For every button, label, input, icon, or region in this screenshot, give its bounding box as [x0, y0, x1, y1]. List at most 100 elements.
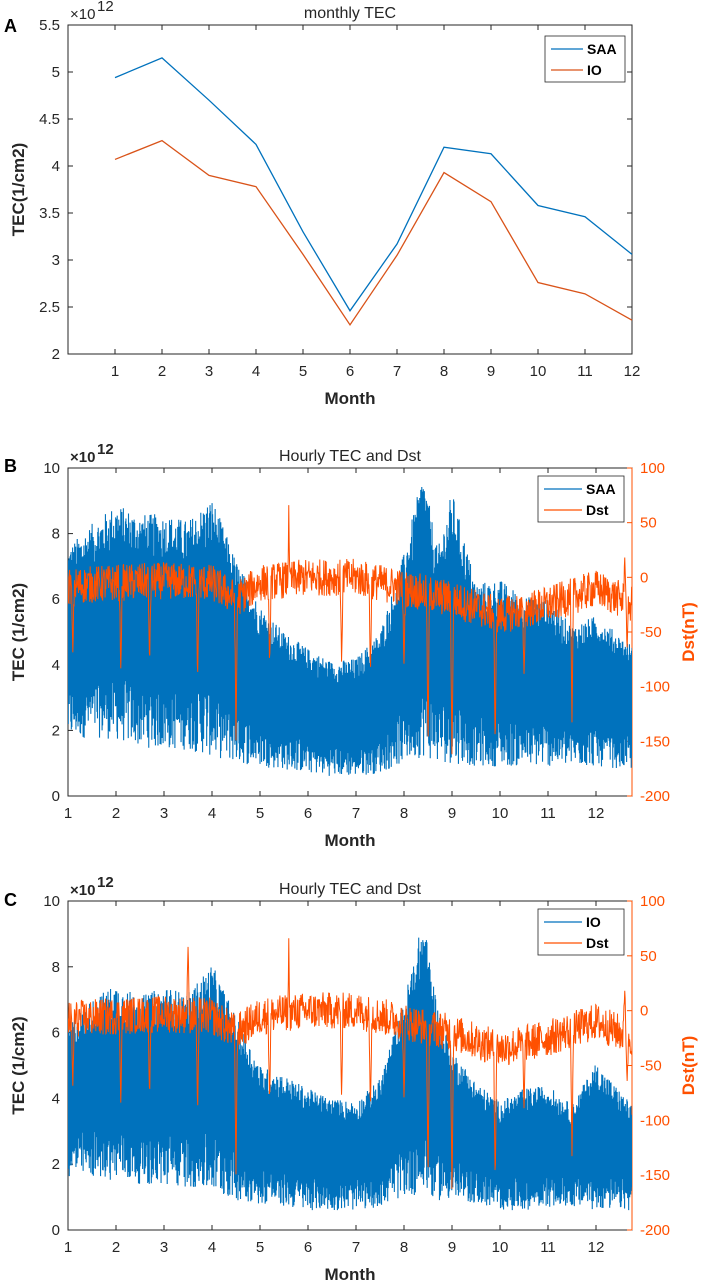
series-line-IO	[114, 139, 633, 327]
y-exponent: 12	[97, 874, 114, 891]
y-exponent: 12	[97, 441, 114, 458]
x-tick-label: 11	[540, 805, 556, 822]
x-tick-label: 6	[304, 1239, 312, 1256]
x-axis-label: Month	[325, 1265, 376, 1284]
legend-label-Dst: Dst	[586, 502, 609, 518]
x-tick-label: 2	[158, 363, 166, 380]
y-tick-label: 6	[52, 1025, 60, 1042]
y-tick-label: 4	[52, 158, 60, 175]
chart-title: Hourly TEC and Dst	[279, 881, 422, 898]
y-tick-label: 10	[43, 460, 60, 477]
x-tick-label: 7	[352, 1239, 360, 1256]
y-right-tick-label: 50	[640, 948, 657, 965]
x-axis-label: Month	[325, 389, 376, 408]
y-tick-label: 5.5	[39, 17, 60, 34]
x-tick-label: 4	[208, 805, 216, 822]
y-axis-label: TEC (1/cm2)	[9, 1016, 28, 1114]
plot-area-A	[67, 24, 633, 355]
y-multiplier: ×10	[70, 449, 95, 466]
legend-label-Dst: Dst	[586, 935, 609, 951]
y-tick-label: 2	[52, 1156, 60, 1173]
chart-title: Hourly TEC and Dst	[279, 448, 422, 465]
legend-label-IO: IO	[586, 914, 601, 930]
y-tick-label: 0	[52, 1222, 60, 1239]
x-tick-label: 7	[352, 805, 360, 822]
x-tick-label: 3	[160, 1239, 168, 1256]
plot-content	[68, 486, 632, 776]
y-right-axis-label: Dst(nT)	[679, 602, 698, 661]
y-tick-label: 8	[52, 959, 60, 976]
y-tick-label: 2	[52, 346, 60, 363]
x-tick-label: 1	[64, 805, 72, 822]
y-right-tick-label: 50	[640, 515, 657, 532]
x-axis-label: Month	[325, 831, 376, 850]
x-tick-label: 11	[577, 363, 593, 380]
x-tick-label: 9	[448, 1239, 456, 1256]
x-tick-label: 2	[112, 1239, 120, 1256]
y-multiplier: ×10	[70, 882, 95, 899]
x-tick-label: 6	[304, 805, 312, 822]
panel-label-C: C	[4, 890, 17, 910]
legend-box	[544, 35, 626, 83]
y-tick-label: 3.5	[39, 205, 60, 222]
legend-label-IO: IO	[587, 62, 602, 78]
x-tick-label: 8	[440, 363, 448, 380]
y-right-tick-label: -50	[640, 624, 662, 641]
y-right-tick-label: -150	[640, 733, 670, 750]
chart-title: monthly TEC	[304, 5, 396, 22]
y-tick-label: 6	[52, 591, 60, 608]
y-right-tick-label: -100	[640, 679, 670, 696]
y-right-tick-label: -200	[640, 1222, 670, 1239]
x-tick-label: 5	[299, 363, 307, 380]
x-tick-label: 7	[393, 363, 401, 380]
x-tick-label: 10	[492, 1239, 509, 1256]
y-right-tick-label: -50	[640, 1058, 662, 1075]
panel-label-A: A	[4, 16, 17, 36]
y-right-tick-label: -150	[640, 1167, 670, 1184]
x-tick-label: 10	[492, 805, 509, 822]
x-tick-label: 8	[400, 805, 408, 822]
legend-box	[537, 908, 625, 956]
y-tick-label: 4.5	[39, 111, 60, 128]
legend-label-SAA: SAA	[586, 481, 616, 497]
y-axis-label: TEC (1/cm2)	[9, 583, 28, 681]
y-right-tick-label: -200	[640, 788, 670, 805]
x-tick-label: 11	[540, 1239, 556, 1256]
x-tick-label: 5	[256, 1239, 264, 1256]
y-right-axis-label: Dst(nT)	[679, 1036, 698, 1095]
x-tick-label: 12	[624, 363, 641, 380]
series-line-Dst	[68, 938, 632, 1189]
y-tick-label: 5	[52, 64, 60, 81]
y-tick-label: 2	[52, 722, 60, 739]
legend-box	[537, 475, 625, 523]
y-multiplier: ×10	[70, 6, 95, 23]
x-tick-label: 6	[346, 363, 354, 380]
x-tick-label: 9	[487, 363, 495, 380]
y-right-tick-label: 100	[640, 893, 665, 910]
legend-label-SAA: SAA	[587, 41, 617, 57]
x-tick-label: 5	[256, 805, 264, 822]
y-right-tick-label: -100	[640, 1112, 670, 1129]
series-line-SAA	[114, 57, 633, 312]
x-tick-label: 12	[588, 805, 605, 822]
y-exponent: 12	[97, 0, 114, 15]
x-tick-label: 1	[64, 1239, 72, 1256]
y-tick-label: 10	[43, 893, 60, 910]
y-right-tick-label: 100	[640, 460, 665, 477]
x-tick-label: 9	[448, 805, 456, 822]
y-axis-label: TEC(1/cm2)	[9, 143, 28, 237]
x-tick-label: 3	[205, 363, 213, 380]
y-tick-label: 2.5	[39, 299, 60, 316]
y-tick-label: 4	[52, 657, 60, 674]
y-right-tick-label: 0	[640, 569, 648, 586]
series-line-SAA	[68, 486, 632, 776]
plot-content	[68, 937, 632, 1211]
y-tick-label: 3	[52, 252, 60, 269]
series-line-Dst	[68, 505, 632, 755]
y-tick-label: 8	[52, 526, 60, 543]
x-tick-label: 4	[208, 1239, 216, 1256]
x-tick-label: 10	[530, 363, 547, 380]
y-tick-label: 4	[52, 1090, 60, 1107]
x-tick-label: 8	[400, 1239, 408, 1256]
x-tick-label: 4	[252, 363, 260, 380]
